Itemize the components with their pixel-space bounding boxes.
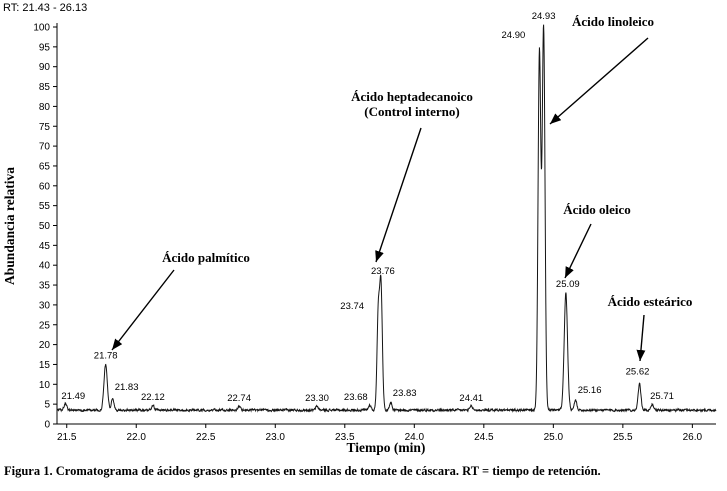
annotation-text: Ácido heptadecanoico (351, 89, 473, 104)
peak-rt-label: 24.93 (532, 11, 556, 22)
peak-rt-label: 22.12 (141, 392, 165, 403)
annotation-arrow (111, 269, 175, 351)
chromatogram-plot: 0 5 10 15 20 25 30 35 40 45 50 55 60 65 70 75 80 85 90 95 10… (2, 11, 717, 455)
y-tick-label: 75 (39, 122, 51, 133)
x-axis-title: Tiempo (min) (347, 440, 426, 455)
figure-caption: Figura 1. Cromatograma de ácidos grasos … (4, 464, 601, 478)
y-tick-label: 40 (39, 261, 51, 272)
y-tick-label: 10 (39, 380, 51, 391)
y-tick-label: 85 (39, 82, 51, 93)
peak-rt-label: 25.09 (556, 279, 580, 290)
peak-rt-label: 21.83 (115, 382, 139, 393)
annotation-text: (Control interno) (364, 104, 459, 119)
y-tick-label: 0 (44, 420, 50, 431)
annotation-arrow (564, 223, 592, 279)
annotations-group: Ácido palmítico Ácido heptadecanoico(Cont… (111, 14, 693, 362)
annotation-arrow (549, 37, 649, 125)
peak-rt-label: 23.76 (371, 266, 395, 277)
peak-rt-label: 24.41 (459, 393, 483, 404)
annotation-text: Ácido palmítico (162, 250, 250, 265)
peak-rt-label: 23.68 (344, 392, 368, 403)
peak-rt-label: 22.74 (227, 393, 251, 404)
annotation-text: Ácido esteárico (608, 294, 693, 309)
x-tick-label: 26.0 (683, 432, 703, 443)
peak-rt-label: 25.71 (650, 391, 674, 402)
rt-range-label: RT: 21.43 - 26.13 (3, 2, 88, 14)
y-tick-label: 50 (39, 221, 51, 232)
y-tick-label: 45 (39, 241, 51, 252)
peak-rt-label: 21.78 (94, 350, 118, 361)
axes: 0 5 10 15 20 25 30 35 40 45 50 55 60 65 70 75 80 85 90 95 10… (33, 23, 716, 443)
y-tick-label: 60 (39, 181, 51, 192)
peak-rt-label: 23.74 (340, 301, 364, 312)
annotation-arrow (636, 314, 646, 362)
y-tick-label: 5 (44, 400, 50, 411)
y-tick-label: 70 (39, 142, 51, 153)
y-tick-label: 95 (39, 42, 51, 53)
y-tick-label: 15 (39, 360, 51, 371)
x-tick-label: 25.5 (613, 432, 633, 443)
y-tick-label: 35 (39, 281, 51, 292)
x-tick-label: 23.5 (335, 432, 355, 443)
annotation-text: Ácido linoleico (572, 14, 654, 29)
x-tick-label: 21.5 (57, 432, 77, 443)
y-tick-label: 65 (39, 161, 51, 172)
y-tick-label: 30 (39, 300, 51, 311)
y-tick-label: 55 (39, 201, 51, 212)
y-tick-label: 25 (39, 320, 51, 331)
x-tick-label: 24.5 (474, 432, 494, 443)
chromatogram-trace (56, 24, 717, 413)
x-tick-label: 22.0 (127, 432, 147, 443)
peak-rt-label: 23.30 (305, 393, 329, 404)
y-tick-label: 20 (39, 340, 51, 351)
peak-rt-label: 24.90 (502, 30, 526, 41)
y-tick-label: 100 (33, 23, 50, 34)
peak-rt-label: 23.83 (393, 388, 417, 399)
peak-rt-label: 25.62 (626, 366, 650, 377)
y-tick-label: 80 (39, 102, 51, 113)
peak-rt-label: 21.49 (61, 391, 85, 402)
x-tick-label: 24.0 (405, 432, 425, 443)
x-tick-label: 22.5 (196, 432, 216, 443)
x-tick-label: 25.0 (544, 432, 564, 443)
y-axis-title: Abundancia relativa (2, 167, 17, 285)
peak-rt-label: 25.16 (578, 385, 602, 396)
annotation-arrow (375, 127, 422, 263)
x-tick-label: 23.0 (266, 432, 286, 443)
annotation-text: Ácido oleico (563, 202, 631, 217)
y-tick-label: 90 (39, 62, 51, 73)
